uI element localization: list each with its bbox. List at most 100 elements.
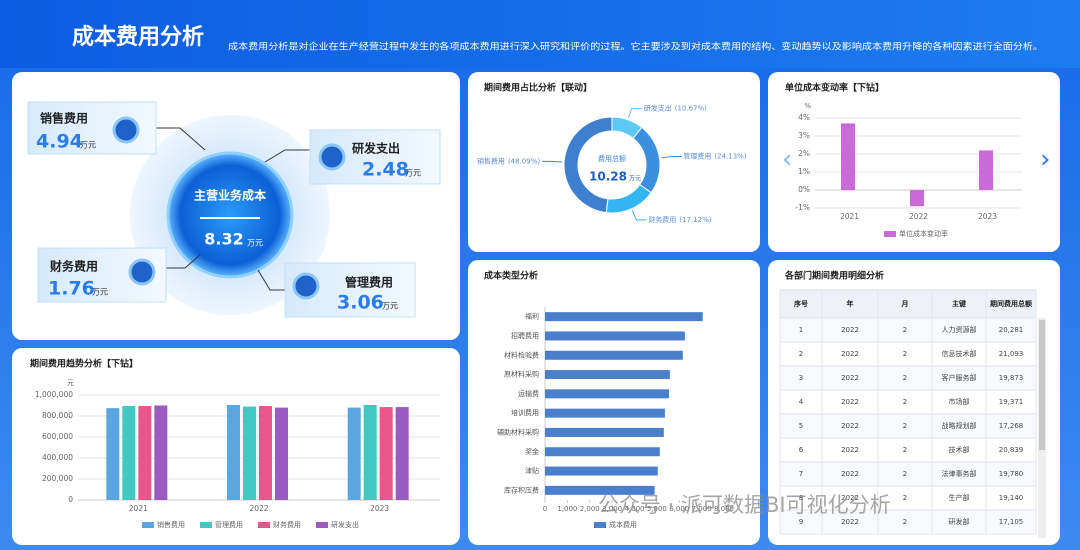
y-tick-label: 辅助材料采购 (497, 427, 539, 436)
table-row (779, 509, 1037, 535)
kpi-center-unit: 万元 (247, 239, 263, 248)
x-tick-label: 1,000 (557, 505, 577, 513)
bar (395, 407, 409, 500)
bar (545, 389, 669, 399)
table-cell: 法律事务部 (942, 469, 977, 478)
y-tick-label: 运输费 (518, 389, 539, 398)
next-arrow[interactable]: › (1040, 145, 1050, 175)
leader-line (631, 210, 647, 221)
table-cell: 7 (799, 470, 803, 478)
slice-name: 管理费用 (683, 151, 711, 160)
bar (106, 408, 120, 500)
table-cell: 2022 (841, 350, 859, 358)
table-cell: 2022 (841, 470, 859, 478)
table-cell: 17,105 (999, 518, 1024, 526)
x-tick-label: 2021 (840, 212, 859, 221)
table-cell: 5 (799, 422, 803, 430)
table-row (779, 341, 1037, 367)
kpi-unit: 万元 (80, 141, 96, 150)
x-tick-label: 8,000 (714, 505, 734, 513)
legend-swatch (142, 522, 154, 528)
table-cell: 19,873 (999, 374, 1024, 382)
x-tick-label: 2023 (370, 504, 389, 513)
legend-label: 管理费用 (215, 520, 243, 529)
panel (468, 72, 760, 252)
y-tick-label: 材料检验费 (504, 350, 539, 359)
x-tick-label: 2023 (978, 212, 997, 221)
bar (545, 350, 683, 360)
table-cell: 2 (903, 326, 907, 334)
y-tick-label: 400,000 (42, 453, 73, 462)
x-tick-label: 2021 (129, 504, 148, 513)
kpi-label: 管理费用 (345, 275, 393, 290)
column-header: 月 (901, 300, 909, 308)
table-cell: 2022 (841, 518, 859, 526)
kpi-label: 销售费用 (40, 111, 88, 126)
x-tick-label: 0 (543, 505, 547, 513)
y-tick-label: 0 (68, 495, 73, 504)
table-cell: 17,268 (999, 422, 1024, 430)
page-description: 成本费用分析是对企业在生产经营过程中发生的各项成本费用进行深入研究和评价的过程。… (228, 41, 1043, 53)
panel (768, 72, 1060, 252)
slice-label: 销售费用 (48.09%) (477, 156, 540, 165)
bar (138, 406, 152, 500)
table-cell: 2 (903, 470, 907, 478)
scroll-thumb[interactable] (1039, 320, 1045, 450)
table-cell: 19,780 (999, 470, 1024, 478)
table-cell: 21,093 (999, 350, 1024, 358)
legend-label: 销售费用 (157, 520, 185, 529)
table-cell: 战略规划部 (942, 421, 977, 430)
orb (166, 151, 294, 279)
header-bar (0, 0, 1080, 68)
legend-swatch (594, 522, 606, 528)
slice-label: 研发支出 (10.67%) (644, 103, 707, 112)
watermark: 公众号 · 派可数据BI可视化分析 (598, 493, 891, 517)
bar (363, 404, 377, 500)
slice-name: 财务费用 (648, 215, 676, 224)
kpi-label: 研发支出 (352, 141, 400, 156)
chart-title: 期间费用趋势分析【下钻】 (30, 358, 138, 370)
prev-arrow[interactable]: ‹ (782, 145, 792, 175)
y-tick-label: -1% (795, 203, 810, 212)
x-tick-label: 2022 (909, 212, 928, 221)
table-cell: 研发部 (949, 517, 970, 526)
center-unit: 万元 (629, 176, 641, 183)
slice-label: 财务费用 (17.12%) (648, 215, 711, 224)
chart-title: 成本类型分析 (484, 270, 538, 282)
bar (275, 407, 288, 500)
y-tick-label: 津贴 (525, 466, 539, 475)
slice-name: 研发支出 (644, 103, 672, 112)
table-cell: 2022 (841, 398, 859, 406)
table-cell: 2 (903, 422, 907, 430)
table-cell: 6 (799, 446, 804, 454)
connectors (155, 127, 310, 291)
column-header: 主键 (952, 299, 966, 308)
table-cell: 2 (903, 446, 907, 454)
connector (165, 254, 201, 269)
bar (979, 150, 993, 190)
kpi-unit: 万元 (405, 169, 421, 178)
slice-value: (17.12%) (679, 216, 711, 224)
table-cell: 4 (799, 398, 804, 406)
table-cell: 20,281 (999, 326, 1024, 334)
y-tick-label: 200,000 (42, 474, 73, 483)
table-cell: 市场部 (949, 397, 970, 406)
donut-slice (563, 116, 613, 214)
icon (128, 258, 156, 286)
table-cell: 2022 (841, 326, 859, 334)
y-tick-label: 原材料采购 (504, 370, 539, 379)
table-row (779, 389, 1037, 415)
legend-label: 成本费用 (609, 520, 637, 529)
slice-label: 管理费用 (24.13%) (683, 151, 746, 160)
legend-swatch (200, 522, 212, 528)
y-tick-label: 2% (798, 149, 810, 158)
table-cell: 2 (903, 518, 907, 526)
table-cell: 3 (799, 374, 803, 382)
y-tick-label: 培训费用 (511, 408, 539, 417)
icons (112, 116, 346, 300)
kpi-center-label: 主营业务成本 (194, 188, 266, 203)
bar (545, 331, 685, 341)
kpi-value: 3.06 (337, 292, 384, 314)
table-cell: 客户服务部 (942, 373, 977, 382)
